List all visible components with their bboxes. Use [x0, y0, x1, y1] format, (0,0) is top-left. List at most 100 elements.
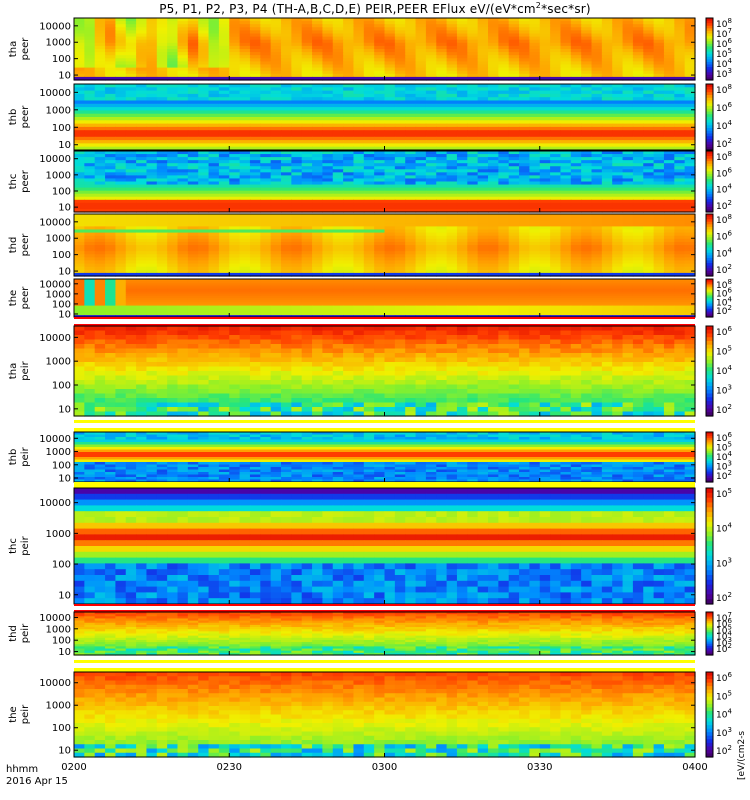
heatmap-cell — [115, 87, 127, 92]
heatmap-cell — [663, 202, 675, 207]
heatmap-cell — [653, 24, 665, 28]
heatmap-cell — [622, 133, 634, 138]
heatmap-cell — [84, 143, 96, 148]
heatmap-cell — [663, 100, 675, 105]
heatmap-cell — [632, 107, 644, 111]
heatmap-cell — [632, 36, 644, 41]
heatmap-cell — [146, 184, 158, 189]
heatmap-cell — [94, 130, 106, 135]
heatmap-cell — [601, 84, 613, 88]
heatmap-cell — [519, 205, 530, 210]
heatmap-cell — [167, 151, 179, 155]
heatmap-cell — [156, 117, 168, 121]
heatmap-cell — [591, 154, 603, 158]
heatmap-cell — [394, 140, 406, 144]
heatmap-cell — [591, 130, 603, 135]
heatmap-cell — [353, 110, 365, 115]
heatmap-cell — [632, 87, 644, 92]
heatmap-cell — [550, 251, 562, 255]
heatmap-cell — [260, 175, 272, 180]
heatmap-cell — [343, 157, 355, 161]
heatmap-cell — [156, 21, 168, 25]
heatmap-cell — [136, 154, 148, 158]
heatmap-cell — [477, 39, 489, 44]
heatmap-cell — [136, 110, 148, 115]
heatmap-cell — [74, 33, 85, 38]
heatmap-cell — [384, 136, 396, 141]
heatmap-cell — [684, 241, 696, 246]
heatmap-cell — [115, 163, 127, 167]
heatmap-cell — [218, 217, 230, 221]
heatmap-cell — [425, 178, 437, 183]
heatmap-cell — [156, 199, 168, 204]
heatmap-cell — [301, 245, 313, 249]
heatmap-cell — [260, 220, 272, 224]
heatmap-cell — [653, 151, 665, 155]
heatmap-cell — [529, 248, 541, 252]
heatmap-cell — [550, 36, 562, 41]
heatmap-cell — [291, 187, 303, 192]
heatmap-cell — [270, 269, 282, 274]
heatmap-cell — [632, 196, 644, 201]
heatmap-cell — [384, 272, 396, 277]
heatmap-cell — [405, 151, 417, 155]
heatmap-cell — [425, 67, 437, 72]
heatmap-cell — [281, 232, 292, 237]
heatmap-cell — [436, 166, 448, 170]
heatmap-cell — [343, 30, 355, 35]
heatmap-cell — [177, 42, 189, 47]
heatmap-cell — [488, 103, 499, 108]
heatmap-cell — [384, 103, 396, 108]
colorbar-segment — [706, 163, 713, 167]
heatmap-cell — [394, 64, 406, 69]
heatmap-cell — [136, 123, 148, 128]
heatmap-cell — [653, 169, 665, 173]
heatmap-cell — [208, 87, 220, 92]
heatmap-cell — [239, 151, 251, 155]
heatmap-cell — [177, 196, 189, 201]
heatmap-cell — [674, 113, 686, 118]
heatmap-cell — [229, 100, 241, 105]
heatmap-cell — [322, 199, 334, 204]
heatmap-cell — [529, 181, 541, 186]
heatmap-cell — [539, 166, 551, 170]
heatmap-cell — [612, 21, 624, 25]
heatmap-cell — [601, 169, 613, 173]
y-tick-label: 1000 — [46, 234, 71, 245]
heatmap-cell — [570, 193, 582, 198]
heatmap-cell — [436, 73, 448, 78]
heatmap-cell — [332, 36, 344, 41]
heatmap-cell — [239, 33, 251, 38]
heatmap-cell — [291, 232, 303, 237]
heatmap-cell — [663, 123, 675, 128]
heatmap-cell — [239, 226, 251, 231]
heatmap-cell — [601, 251, 613, 255]
heatmap-cell — [498, 154, 510, 158]
heatmap-cell — [156, 223, 168, 227]
heatmap-cell — [312, 160, 323, 164]
heatmap-cell — [291, 103, 303, 108]
heatmap-cell — [281, 181, 292, 186]
heatmap-cell — [353, 217, 365, 221]
heatmap-cell — [136, 117, 148, 121]
heatmap-cell — [198, 45, 210, 50]
heatmap-cell — [343, 254, 355, 258]
heatmap-cell — [239, 97, 251, 102]
colorbar-segment — [706, 20, 713, 24]
heatmap-cell — [312, 205, 323, 210]
heatmap-cell — [136, 140, 148, 144]
heatmap-cell — [363, 123, 375, 128]
heatmap-cell — [674, 202, 686, 207]
heatmap-cell — [653, 226, 665, 231]
heatmap-cell — [663, 229, 675, 234]
heatmap-cell — [125, 157, 137, 161]
heatmap-cell — [84, 269, 96, 274]
heatmap-cell — [456, 235, 468, 240]
heatmap-cell — [239, 238, 251, 243]
heatmap-cell — [622, 76, 634, 81]
heatmap-cell — [332, 87, 344, 92]
heatmap-cell — [653, 58, 665, 62]
heatmap-cell — [436, 260, 448, 265]
heatmap-cell — [94, 190, 106, 195]
